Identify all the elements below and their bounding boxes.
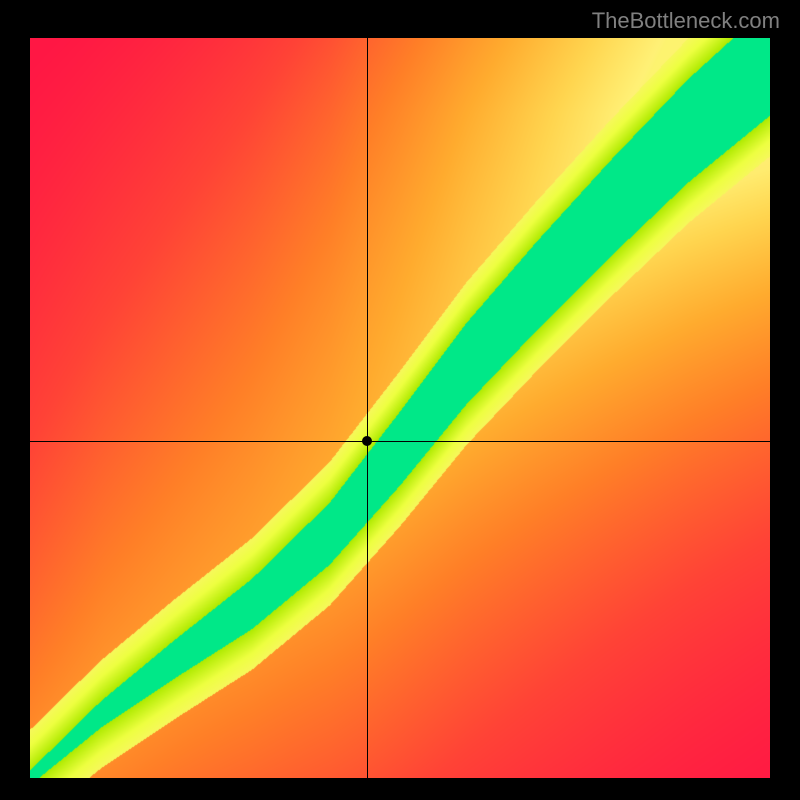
- selection-marker: [362, 436, 372, 446]
- heatmap-canvas: [30, 38, 770, 778]
- crosshair-vertical: [367, 38, 368, 778]
- watermark-text: TheBottleneck.com: [592, 8, 780, 34]
- bottleneck-heatmap: [30, 38, 770, 778]
- crosshair-horizontal: [30, 441, 770, 442]
